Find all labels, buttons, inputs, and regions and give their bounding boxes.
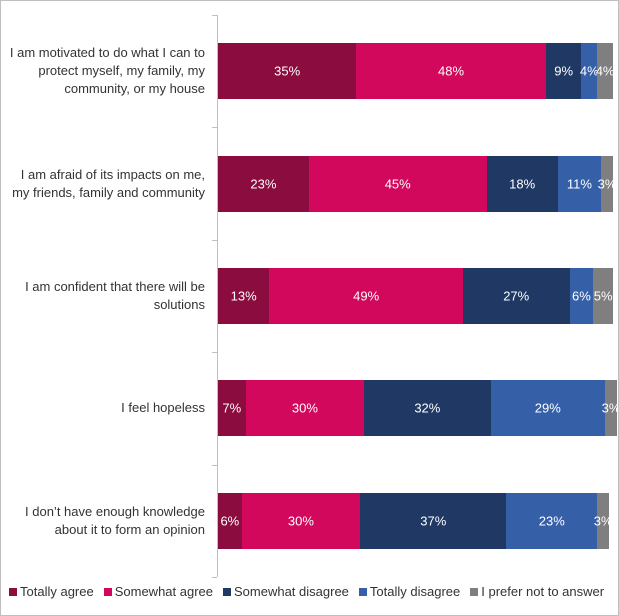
bar-segment	[601, 155, 613, 212]
legend-label: I prefer not to answer	[481, 584, 605, 599]
legend-swatch	[470, 587, 479, 596]
bar-segment	[269, 268, 463, 324]
bar-segment	[605, 380, 617, 437]
legend-swatch	[223, 587, 231, 596]
data-label: 30%	[291, 400, 318, 416]
legend-item: Totally disagree	[358, 584, 461, 599]
data-label: 11%	[566, 176, 592, 192]
category-label: I am afraid of its impacts on me, my fri…	[12, 166, 205, 200]
bar-segment	[218, 380, 246, 437]
data-label: 13%	[230, 288, 257, 304]
data-label: 27%	[503, 288, 530, 304]
axis-tick	[212, 352, 217, 354]
axis-tick	[212, 127, 217, 129]
y-axis-line	[217, 15, 218, 577]
data-label: 49%	[353, 288, 380, 304]
bar-segment	[218, 268, 270, 324]
bar-segment	[545, 43, 582, 100]
data-label: 6%	[571, 288, 591, 304]
category-label: I am motivated to do what I can to prote…	[9, 45, 205, 97]
category-label: I feel hopeless	[121, 400, 205, 416]
data-label: 5%	[593, 288, 613, 304]
data-label: 29%	[534, 400, 561, 416]
data-label: 32%	[414, 400, 441, 416]
bar-segment	[308, 155, 487, 212]
legend-item: Somewhat disagree	[223, 584, 349, 599]
category-label: I am confident that there will be soluti…	[25, 279, 205, 312]
data-label: 3%	[593, 513, 613, 529]
axis-tick	[212, 15, 217, 16]
axis-tick	[212, 577, 217, 578]
legend-swatch	[358, 587, 367, 596]
data-label: 7%	[222, 400, 242, 416]
data-label: 6%	[220, 513, 240, 529]
bar-segment	[581, 43, 598, 100]
bar-segment	[462, 268, 570, 324]
bar-segment	[218, 155, 309, 212]
axis-tick	[212, 464, 217, 466]
data-label: 18%	[509, 176, 536, 192]
bar-segment	[218, 43, 357, 100]
data-label: 4%	[595, 63, 615, 79]
data-label: 30%	[287, 513, 314, 529]
bar-segment	[356, 43, 546, 100]
data-label: 45%	[384, 176, 411, 192]
data-label: 37%	[420, 513, 447, 529]
bar-segment	[490, 380, 606, 437]
data-label: 23%	[538, 513, 565, 529]
bar-segment	[360, 492, 507, 549]
bar-segment	[364, 380, 491, 437]
bar-segment	[593, 268, 613, 324]
legend: Totally agree Somewhat agree Somewhat disa…	[9, 584, 604, 599]
legend-item: I prefer not to answer	[470, 584, 604, 599]
bar-segment	[486, 155, 558, 212]
bar-segment	[218, 492, 242, 549]
bar-segment	[245, 380, 365, 437]
legend-label: Somewhat agree	[114, 584, 213, 599]
data-label: 48%	[438, 63, 465, 79]
legend-swatch	[103, 587, 112, 596]
axis-tick	[212, 239, 217, 241]
legend-label: Totally disagree	[369, 584, 461, 599]
bar-segment	[506, 492, 598, 549]
data-label: 9%	[554, 63, 574, 79]
legend-item: Totally agree	[9, 584, 94, 599]
data-label: 3%	[597, 176, 617, 192]
legend-swatch	[9, 587, 17, 596]
bar-segment	[597, 492, 610, 549]
bar-segment	[241, 492, 361, 549]
legend-item: Somewhat agree	[103, 584, 213, 599]
data-label: 4%	[579, 63, 599, 79]
bar-segment	[569, 268, 594, 324]
legend-label: Totally agree	[20, 584, 94, 599]
data-label: 23%	[250, 176, 277, 192]
legend-label: Somewhat disagree	[234, 584, 349, 599]
bar-segment	[597, 43, 613, 100]
bar-segment	[557, 155, 602, 212]
data-label: 3%	[601, 400, 619, 416]
data-label: 35%	[274, 63, 301, 79]
category-label: I don’t have enough knowledge about it t…	[25, 503, 205, 537]
